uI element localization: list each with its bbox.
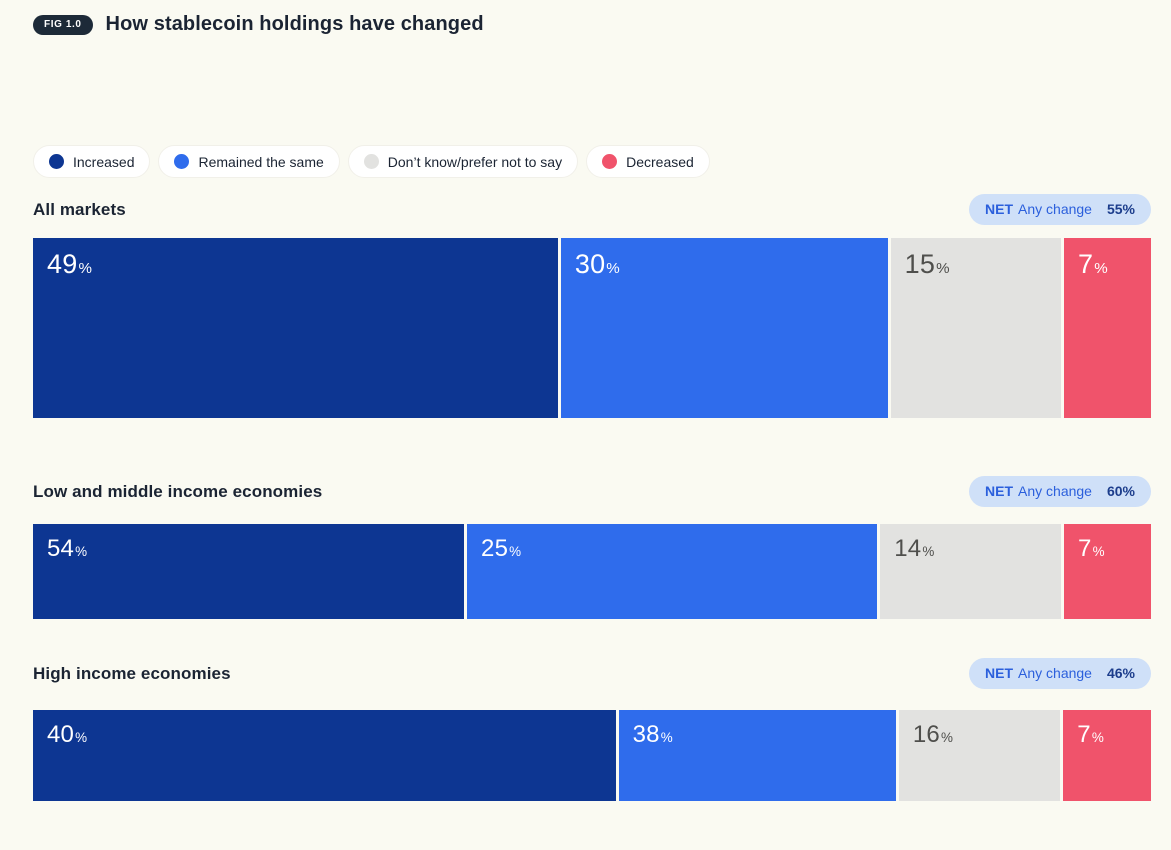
segment-value: 14% [894, 535, 935, 562]
bar-segment-decreased: 7% [1064, 524, 1151, 619]
section-header: Low and middle income economies NET Any … [33, 476, 1151, 507]
segment-value: 7% [1077, 721, 1105, 748]
section-title: All markets [33, 199, 126, 219]
legend: Increased Remained the same Don’t know/p… [33, 145, 1151, 178]
bar-segment-increased: 54% [33, 524, 465, 619]
net-text: Any change [1018, 483, 1092, 499]
net-text: Any change [1018, 665, 1092, 681]
net-badge: NET Any change 55% [969, 194, 1151, 225]
net-value: 60% [1106, 483, 1135, 499]
legend-label: Increased [73, 153, 135, 170]
segment-value: 54% [47, 535, 88, 562]
bar-segment-remained-same: 25% [467, 524, 878, 619]
stacked-bar: 40% 38% 16% 7% [33, 710, 1151, 801]
segment-value: 25% [481, 535, 522, 562]
section-header: High income economies NET Any change 46% [33, 658, 1151, 689]
segment-value: 40% [47, 721, 88, 748]
section-all-markets: All markets NET Any change 55% 49% 30% 1… [33, 194, 1151, 418]
section-title: High income economies [33, 663, 231, 683]
bar-segment-dont-know: 14% [880, 524, 1062, 619]
bar-segment-remained-same: 38% [618, 710, 896, 801]
stacked-bar: 49% 30% 15% 7% [33, 238, 1151, 418]
stacked-bar: 54% 25% 14% 7% [33, 524, 1151, 619]
net-prefix: NET [985, 483, 1014, 499]
legend-item-dont-know: Don’t know/prefer not to say [347, 145, 579, 178]
legend-label: Don’t know/prefer not to say [387, 153, 563, 170]
legend-dot-remained-same-icon [174, 154, 190, 169]
figure-header: FIG 1.0 How stablecoin holdings have cha… [33, 13, 1151, 36]
bar-segment-remained-same: 30% [560, 238, 888, 418]
legend-label: Remained the same [198, 153, 324, 170]
segment-value: 38% [632, 721, 673, 748]
segment-value: 30% [574, 249, 620, 279]
segment-value: 7% [1078, 249, 1108, 279]
legend-label: Decreased [626, 153, 694, 170]
segment-value: 7% [1078, 535, 1105, 562]
segment-value: 49% [47, 249, 93, 279]
net-value: 46% [1106, 665, 1135, 681]
page-title: How stablecoin holdings have changed [105, 13, 484, 35]
bar-segment-dont-know: 15% [890, 238, 1062, 418]
bar-segment-decreased: 7% [1064, 238, 1151, 418]
legend-dot-dont-know-icon [363, 154, 379, 169]
net-prefix: NET [985, 201, 1014, 217]
section-title: Low and middle income economies [33, 481, 323, 501]
figure-page: FIG 1.0 How stablecoin holdings have cha… [33, 13, 1151, 801]
legend-dot-increased-icon [49, 154, 64, 169]
fig-number-badge: FIG 1.0 [33, 14, 93, 35]
bar-segment-increased: 49% [33, 238, 558, 418]
net-value: 55% [1106, 201, 1135, 217]
net-badge: NET Any change 46% [969, 658, 1151, 689]
net-prefix: NET [985, 665, 1014, 681]
bar-segment-increased: 40% [33, 710, 616, 801]
section-header: All markets NET Any change 55% [33, 194, 1151, 225]
net-badge: NET Any change 60% [969, 476, 1151, 507]
net-text: Any change [1018, 201, 1092, 217]
segment-value: 15% [904, 249, 950, 279]
legend-item-remained-same: Remained the same [158, 145, 340, 178]
section-high-income: High income economies NET Any change 46%… [33, 658, 1151, 801]
bar-segment-decreased: 7% [1063, 710, 1151, 801]
bar-segment-dont-know: 16% [898, 710, 1061, 801]
legend-item-increased: Increased [33, 145, 151, 178]
legend-dot-decreased-icon [602, 154, 618, 169]
segment-value: 16% [912, 721, 954, 748]
section-low-middle-income: Low and middle income economies NET Any … [33, 476, 1151, 619]
legend-item-decreased: Decreased [586, 145, 710, 178]
